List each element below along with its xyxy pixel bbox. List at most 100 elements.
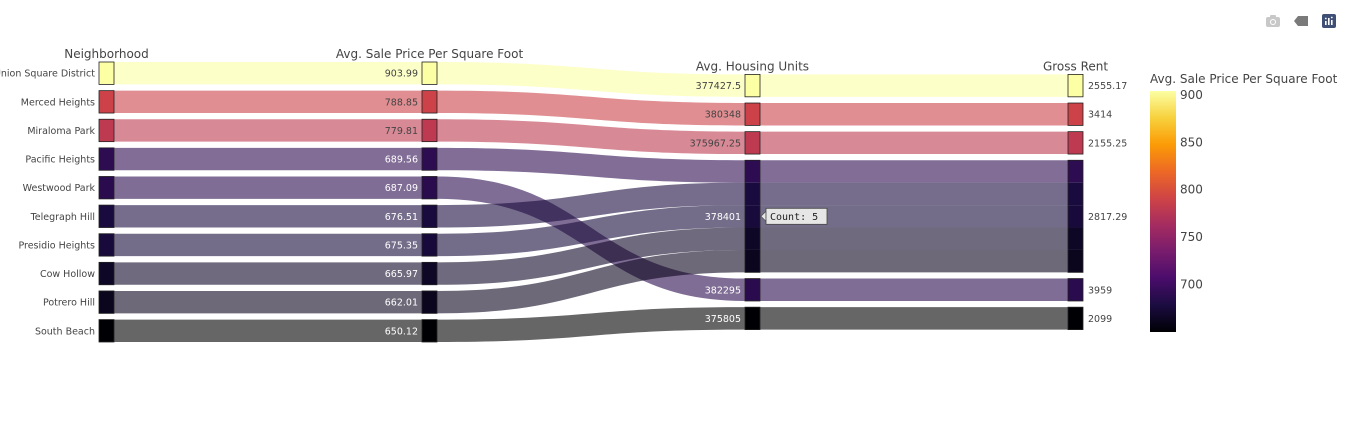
category-bar-segment[interactable]: [1068, 131, 1083, 155]
category-bar[interactable]: [744, 306, 761, 330]
ribbon-potrero-hill-1[interactable]: [437, 249, 745, 314]
category-bar[interactable]: [421, 204, 438, 228]
ribbon-cow-hollow-1[interactable]: [437, 227, 745, 285]
ribbon-union-square-district-1[interactable]: [437, 62, 745, 97]
category-bar[interactable]: [98, 290, 115, 314]
category-bar-segment[interactable]: [1068, 182, 1083, 206]
category-bar[interactable]: [98, 261, 115, 286]
category-bar[interactable]: [744, 102, 761, 126]
category-bar-segment[interactable]: [1068, 103, 1083, 126]
category-bar[interactable]: [1067, 306, 1084, 330]
category-bar-segment[interactable]: [99, 90, 114, 114]
category-bar-segment[interactable]: [422, 233, 437, 257]
ribbon-pacific-heights-0[interactable]: [114, 147, 422, 171]
dimension-title[interactable]: Gross Rent: [1043, 59, 1108, 73]
category-bar-segment[interactable]: [745, 249, 760, 273]
category-bar-segment[interactable]: [745, 103, 760, 126]
camera-icon[interactable]: [1262, 12, 1284, 30]
ribbon-presidio-heights-0[interactable]: [114, 233, 422, 257]
category-bar-segment[interactable]: [99, 262, 114, 285]
category-bar-segment[interactable]: [745, 278, 760, 301]
ribbon-presidio-heights-2[interactable]: [760, 205, 1068, 228]
ribbon-miraloma-park-2[interactable]: [760, 131, 1068, 155]
category-bar[interactable]: [421, 61, 438, 85]
category-bar-segment[interactable]: [422, 205, 437, 228]
category-bar[interactable]: [98, 118, 115, 143]
category-bar[interactable]: [1067, 278, 1084, 302]
category-bar-segment[interactable]: [99, 233, 114, 257]
category-bar[interactable]: [1067, 131, 1084, 155]
category-bar[interactable]: [98, 204, 115, 228]
plotly-logo-icon[interactable]: [1318, 12, 1340, 30]
category-bar[interactable]: [421, 176, 438, 200]
ribbon-merced-heights-0[interactable]: [114, 90, 422, 114]
ribbon-presidio-heights-1[interactable]: [437, 205, 745, 257]
ribbon-miraloma-park-1[interactable]: [437, 119, 745, 155]
category-bar[interactable]: [421, 90, 438, 114]
category-bar[interactable]: [744, 159, 761, 273]
category-bar-segment[interactable]: [99, 119, 114, 142]
ribbon-pacific-heights-2[interactable]: [760, 160, 1068, 183]
dimension-title[interactable]: Avg. Sale Price Per Square Foot: [336, 47, 524, 61]
category-bar[interactable]: [421, 290, 438, 314]
category-bar-segment[interactable]: [745, 307, 760, 330]
category-bar-segment[interactable]: [422, 262, 437, 285]
category-bar-segment[interactable]: [99, 147, 114, 171]
ribbon-cow-hollow-2[interactable]: [760, 227, 1068, 250]
ribbon-potrero-hill-0[interactable]: [114, 290, 422, 314]
category-bar-segment[interactable]: [422, 119, 437, 142]
ribbon-potrero-hill-2[interactable]: [760, 249, 1068, 273]
ribbon-telegraph-hill-2[interactable]: [760, 182, 1068, 206]
ribbon-cow-hollow-0[interactable]: [114, 262, 422, 285]
category-bar[interactable]: [421, 118, 438, 143]
category-bar[interactable]: [744, 278, 761, 302]
ribbon-miraloma-park-0[interactable]: [114, 119, 422, 142]
category-bar-segment[interactable]: [745, 160, 760, 183]
ribbon-pacific-heights-1[interactable]: [437, 147, 745, 183]
category-bar-segment[interactable]: [422, 62, 437, 85]
category-bar[interactable]: [1067, 159, 1084, 273]
category-bar-segment[interactable]: [422, 147, 437, 171]
category-bar[interactable]: [421, 319, 438, 343]
category-bar[interactable]: [1067, 74, 1084, 98]
category-bar-segment[interactable]: [1068, 74, 1083, 97]
category-bar-segment[interactable]: [99, 176, 114, 199]
category-bar-segment[interactable]: [422, 176, 437, 199]
category-bar-segment[interactable]: [1068, 307, 1083, 330]
category-bar-segment[interactable]: [422, 90, 437, 114]
category-bar[interactable]: [421, 147, 438, 171]
category-bar[interactable]: [421, 261, 438, 286]
category-bar-segment[interactable]: [99, 62, 114, 85]
ribbon-telegraph-hill-0[interactable]: [114, 205, 422, 228]
category-bar-segment[interactable]: [745, 74, 760, 97]
category-bar-segment[interactable]: [1068, 278, 1083, 301]
category-bar-segment[interactable]: [745, 131, 760, 155]
category-bar[interactable]: [98, 90, 115, 114]
category-bar-segment[interactable]: [422, 290, 437, 314]
category-bar-segment[interactable]: [1068, 249, 1083, 273]
ribbon-south-beach-2[interactable]: [760, 307, 1068, 330]
ribbon-merced-heights-2[interactable]: [760, 103, 1068, 126]
ribbon-telegraph-hill-1[interactable]: [437, 182, 745, 228]
ribbon-merced-heights-1[interactable]: [437, 90, 745, 126]
category-bar-segment[interactable]: [99, 205, 114, 228]
category-bar[interactable]: [744, 131, 761, 155]
ribbon-westwood-park-0[interactable]: [114, 176, 422, 199]
ribbon-south-beach-0[interactable]: [114, 319, 422, 342]
category-bar-segment[interactable]: [99, 290, 114, 314]
category-bar[interactable]: [1067, 102, 1084, 126]
category-bar[interactable]: [98, 147, 115, 171]
category-bar[interactable]: [98, 319, 115, 343]
category-bar-segment[interactable]: [745, 182, 760, 206]
category-bar[interactable]: [744, 74, 761, 98]
category-bar-segment[interactable]: [1068, 160, 1083, 183]
category-bar-segment[interactable]: [99, 319, 114, 342]
ribbon-south-beach-1[interactable]: [437, 307, 745, 342]
category-bar-segment[interactable]: [1068, 227, 1083, 250]
category-bar[interactable]: [98, 176, 115, 200]
category-bar[interactable]: [98, 61, 115, 85]
category-bar[interactable]: [421, 233, 438, 257]
category-bar-segment[interactable]: [745, 227, 760, 250]
ribbon-union-square-district-0[interactable]: [114, 62, 422, 85]
tag-icon[interactable]: [1290, 12, 1312, 30]
